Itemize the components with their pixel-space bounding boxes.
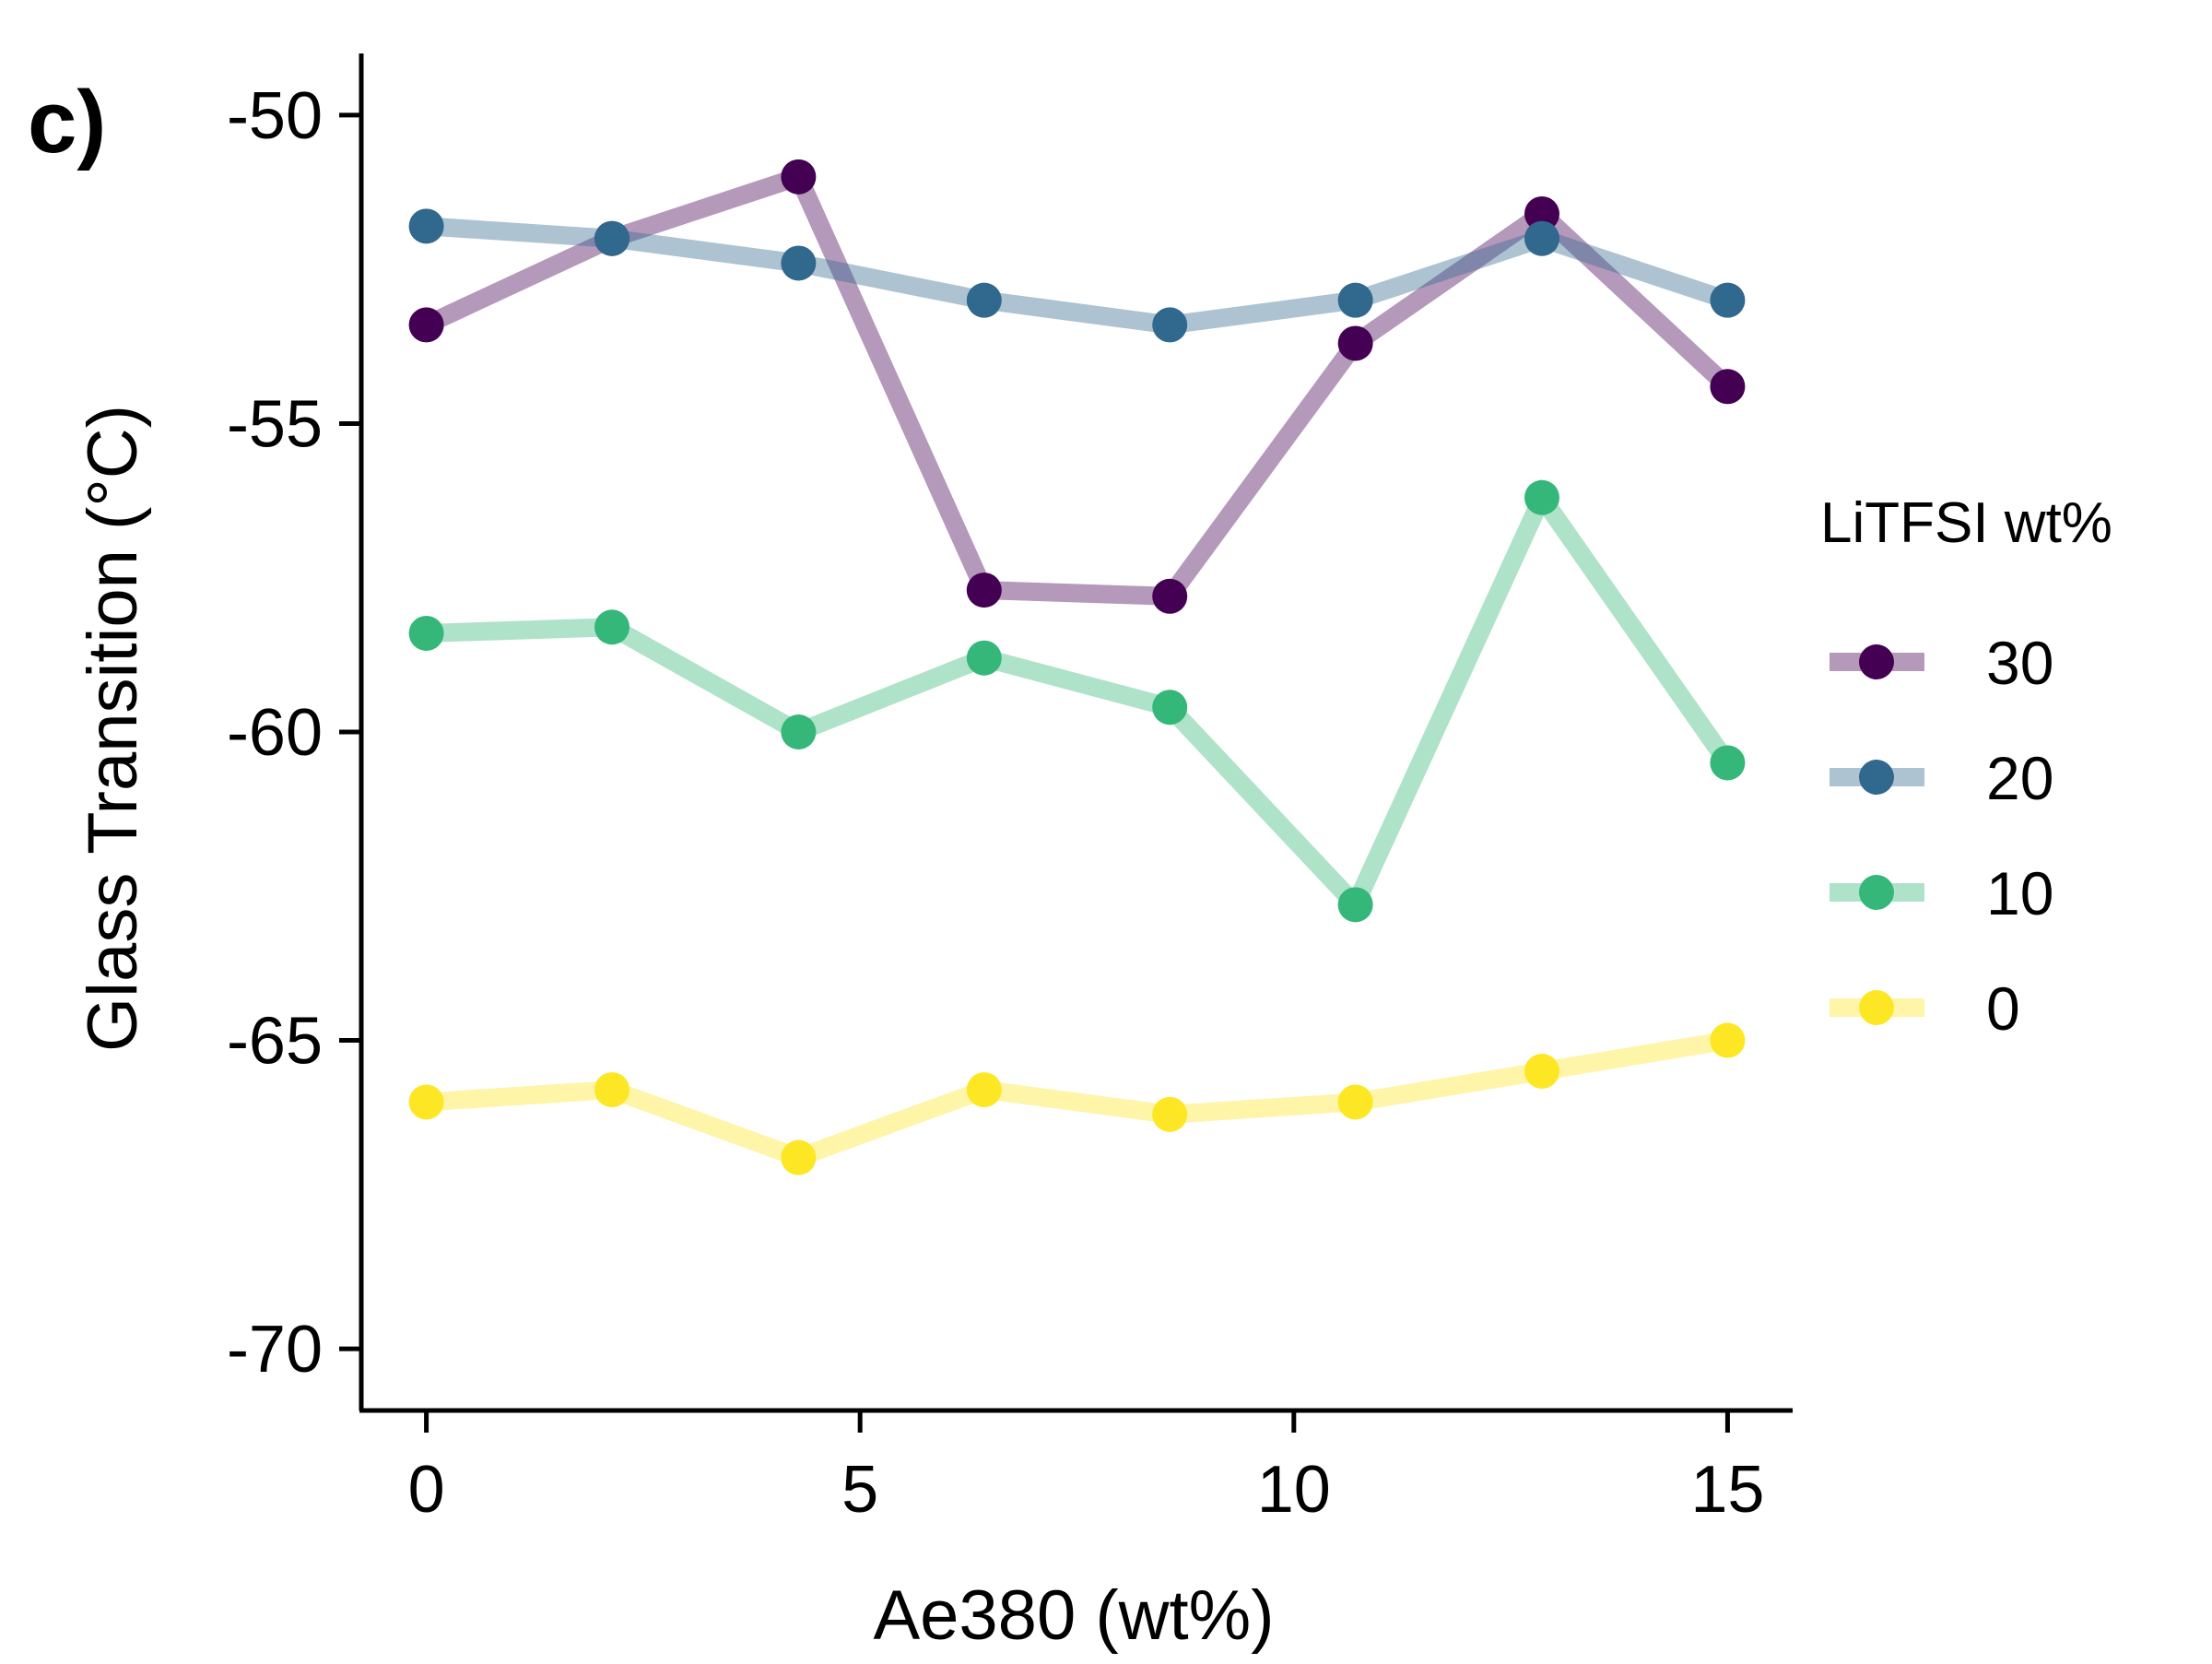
x-tick-label: 0 xyxy=(408,1453,445,1527)
y-tick-label: -70 xyxy=(227,1313,323,1387)
series-line-20 xyxy=(425,217,1731,335)
y-tick-label: -50 xyxy=(227,79,323,153)
x-tick-label: 5 xyxy=(841,1453,878,1527)
plot-area xyxy=(408,159,1746,1175)
data-point-0 xyxy=(966,1072,1002,1108)
data-point-20 xyxy=(594,220,630,256)
data-point-20 xyxy=(1152,307,1188,343)
data-point-0 xyxy=(1337,1084,1373,1120)
legend-marker-0 xyxy=(1859,990,1894,1025)
x-tick-label: 15 xyxy=(1690,1453,1764,1527)
data-point-0 xyxy=(1710,1022,1746,1058)
x-axis-title: Ae380 (wt%) xyxy=(873,1576,1274,1655)
data-point-30 xyxy=(1337,325,1373,361)
legend-label-10: 10 xyxy=(1986,859,2053,927)
y-ticks: -70 -65 -60 -55 -50 xyxy=(227,79,361,1387)
data-point-30 xyxy=(1710,369,1746,405)
series-lines xyxy=(422,165,1735,1168)
legend-title: LiTFSI wt% xyxy=(1820,491,2112,555)
y-tick-label: -60 xyxy=(227,696,323,770)
legend-label-20: 20 xyxy=(1986,744,2053,812)
legend-label-30: 30 xyxy=(1986,629,2053,697)
data-point-10 xyxy=(1337,887,1373,923)
data-point-30 xyxy=(781,159,817,195)
legend-marker-30 xyxy=(1859,644,1894,679)
data-point-0 xyxy=(408,1084,444,1120)
data-point-30 xyxy=(1524,195,1559,231)
data-point-10 xyxy=(1524,479,1559,515)
data-point-20 xyxy=(781,245,817,281)
legend-marker-20 xyxy=(1859,760,1894,795)
panel-label: c) xyxy=(28,73,106,171)
data-point-0 xyxy=(594,1072,630,1108)
x-ticks: 0 5 10 15 xyxy=(408,1410,1764,1527)
data-point-20 xyxy=(1710,282,1746,318)
data-point-30 xyxy=(966,572,1002,608)
data-point-0 xyxy=(1152,1096,1188,1132)
data-point-20 xyxy=(408,208,444,244)
y-tick-label: -55 xyxy=(227,387,323,461)
data-point-10 xyxy=(408,615,444,651)
legend: LiTFSI wt% 30 20 10 0 xyxy=(1820,491,2112,1043)
data-point-10 xyxy=(966,640,1002,676)
data-point-20 xyxy=(966,282,1002,318)
series-line-0 xyxy=(425,1031,1730,1168)
data-point-10 xyxy=(594,609,630,645)
series-markers xyxy=(408,159,1746,1175)
data-point-10 xyxy=(1152,690,1188,726)
y-axis-title: Glass Transition (°C) xyxy=(74,405,152,1052)
legend-marker-10 xyxy=(1859,875,1894,910)
legend-entries: 30 20 10 0 xyxy=(1830,629,2053,1043)
legend-label-0: 0 xyxy=(1986,974,2020,1043)
data-point-10 xyxy=(1710,745,1746,781)
data-point-30 xyxy=(1152,578,1188,614)
data-point-30 xyxy=(408,307,444,343)
data-point-20 xyxy=(1337,282,1373,318)
series-line-10 xyxy=(426,478,1735,922)
data-point-20 xyxy=(1524,220,1559,256)
data-point-10 xyxy=(781,714,817,749)
x-tick-label: 10 xyxy=(1257,1453,1331,1527)
data-point-0 xyxy=(781,1139,817,1175)
data-point-0 xyxy=(1524,1054,1559,1089)
series-line-30 xyxy=(422,165,1735,606)
y-tick-label: -65 xyxy=(227,1005,323,1079)
